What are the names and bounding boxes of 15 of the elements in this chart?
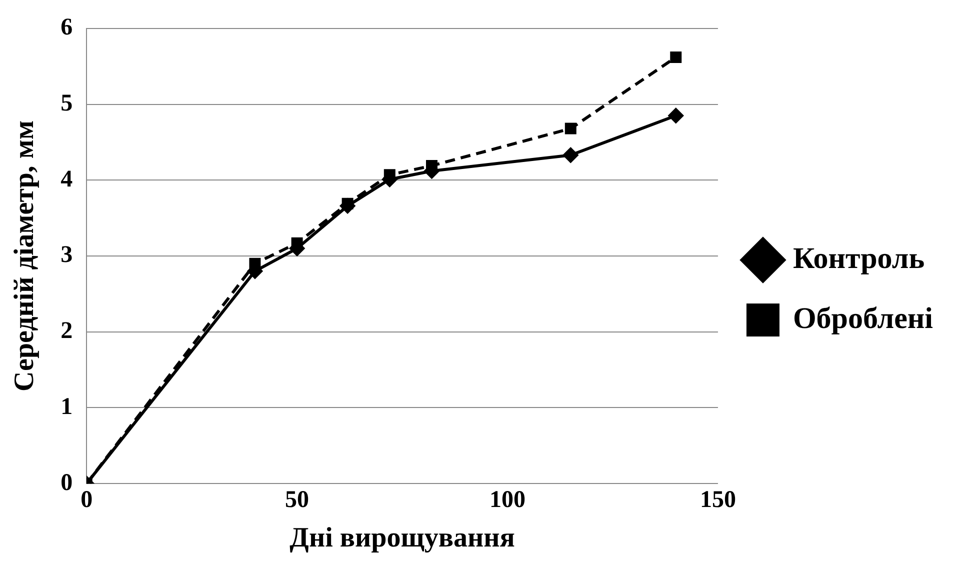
- legend-label: Контроль: [792, 242, 925, 275]
- legend-label: Оброблені: [792, 302, 934, 335]
- y-tick-label: 0: [60, 470, 73, 496]
- x-tick-label: 150: [700, 487, 736, 514]
- x-tick-label: 50: [285, 487, 310, 514]
- y-tick-label: 5: [60, 90, 73, 116]
- y-axis-title: Середній діаметр, мм: [9, 120, 40, 392]
- y-tick-label: 6: [60, 14, 73, 41]
- x-axis-title: Дні вирощування: [290, 522, 515, 554]
- x-tick-label: 100: [490, 487, 526, 514]
- y-tick-label: 2: [60, 318, 73, 344]
- x-tick-label: 0: [80, 487, 93, 514]
- y-tick-label: 3: [60, 242, 73, 268]
- y-tick-label: 1: [60, 394, 73, 420]
- y-tick-label: 4: [60, 166, 73, 192]
